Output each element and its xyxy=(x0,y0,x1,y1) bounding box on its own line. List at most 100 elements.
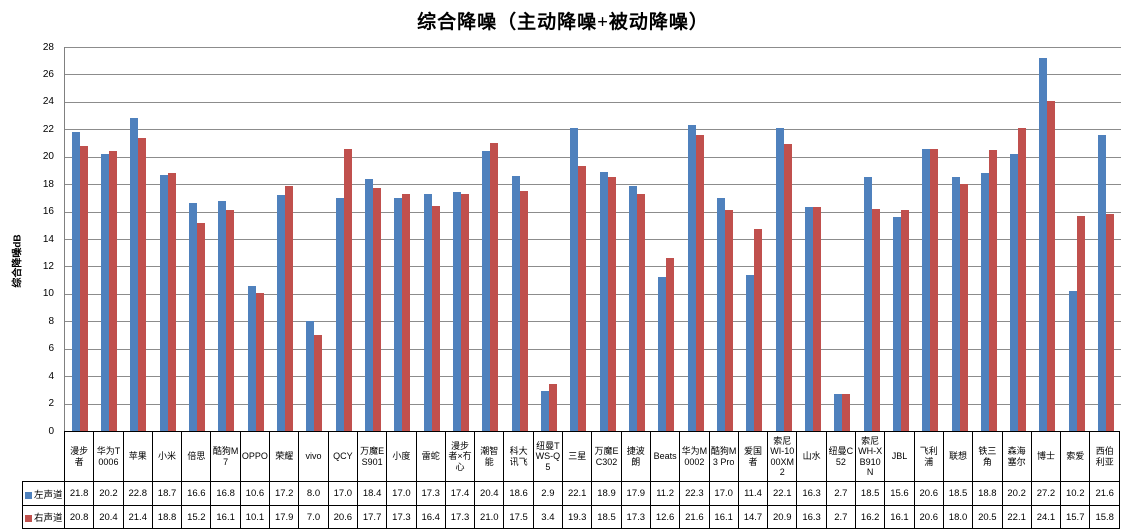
gridline xyxy=(65,184,1121,186)
gridline xyxy=(65,376,1121,378)
bar-right-channel xyxy=(842,393,851,431)
category-header: 飞利浦 xyxy=(913,431,944,482)
bar-left-channel xyxy=(247,285,256,431)
bar-right-channel xyxy=(666,258,675,431)
bar-right-channel xyxy=(812,207,821,431)
bar-left-channel xyxy=(599,171,608,431)
value-cell: 7.0 xyxy=(298,505,329,529)
bar-left-channel xyxy=(658,277,667,431)
value-cell: 18.5 xyxy=(855,481,886,506)
bar-group xyxy=(94,47,123,431)
value-cell: 16.1 xyxy=(708,505,739,529)
value-cell: 10.2 xyxy=(1060,481,1091,506)
category-header: 纽曼TWS-Q5 xyxy=(532,431,564,482)
value-cell: 14.7 xyxy=(737,505,769,529)
bar-left-channel xyxy=(716,197,725,431)
bar-left-channel xyxy=(306,321,315,431)
bar-right-channel xyxy=(1018,127,1027,431)
bar-right-channel xyxy=(490,143,499,431)
y-tick-label: 20 xyxy=(42,151,54,163)
bar-left-channel xyxy=(394,197,403,431)
bar-right-channel xyxy=(1106,214,1115,431)
y-tick-label: 14 xyxy=(42,233,54,245)
value-cell: 15.2 xyxy=(181,505,212,529)
category-header: 漫步者 xyxy=(63,431,95,482)
legend-cell: 左声道 xyxy=(22,481,65,506)
bar-group xyxy=(446,47,475,431)
bar-right-channel xyxy=(578,166,587,431)
category-header: 华为T0006 xyxy=(93,431,124,482)
value-cell: 17.2 xyxy=(269,481,300,506)
bar-left-channel xyxy=(452,192,461,431)
gridline xyxy=(65,156,1121,158)
category-header: QCY xyxy=(327,431,358,482)
category-header: 索尼WI-1000XM2 xyxy=(767,431,798,482)
bar-left-channel xyxy=(423,193,432,431)
bar-group xyxy=(182,47,211,431)
bar-left-channel xyxy=(218,200,227,431)
gridline xyxy=(65,321,1121,323)
value-cell: 22.1 xyxy=(1001,505,1032,529)
data-table: 漫步者 华为T0006 苹果 小米 倍思 酷狗M7 OPPO 荣耀 vivo QCY 万魔ES901… xyxy=(22,431,1120,529)
value-cell: 2.7 xyxy=(825,481,857,506)
bar-group xyxy=(124,47,153,431)
category-header: 酷狗M7 xyxy=(210,431,241,482)
category-header: 三星 xyxy=(562,431,593,482)
value-cell: 17.7 xyxy=(356,505,388,529)
bar-left-channel xyxy=(1010,153,1019,431)
bar-right-channel xyxy=(402,193,411,431)
category-header: 西伯利亚 xyxy=(1089,431,1120,482)
value-cell: 19.3 xyxy=(562,505,593,529)
value-cell: 20.6 xyxy=(327,505,358,529)
y-tick-label: 0 xyxy=(48,425,54,437)
value-cell: 18.6 xyxy=(503,481,534,506)
bar-left-channel xyxy=(804,207,813,431)
bar-group xyxy=(65,47,94,431)
value-cell: 18.8 xyxy=(151,505,183,529)
bar-right-channel xyxy=(460,193,469,431)
value-cell: 15.7 xyxy=(1060,505,1091,529)
legend-label: 左声道 xyxy=(34,489,63,501)
category-header: OPPO xyxy=(239,431,271,482)
legend-label: 右声道 xyxy=(34,513,63,524)
category-header: 联想 xyxy=(942,431,974,482)
value-cell: 20.5 xyxy=(972,505,1003,529)
value-cell: 21.0 xyxy=(474,505,505,529)
bar-group xyxy=(681,47,710,431)
bar-group xyxy=(534,47,563,431)
value-cell: 20.8 xyxy=(63,505,95,529)
bar-left-channel xyxy=(951,177,960,431)
y-tick-label: 10 xyxy=(42,288,54,300)
bar-left-channel xyxy=(1039,57,1048,431)
bar-left-channel xyxy=(511,175,520,431)
bar-left-channel xyxy=(188,203,197,431)
value-cell: 18.5 xyxy=(942,481,974,506)
bar-left-channel xyxy=(364,178,373,431)
bar-left-channel xyxy=(980,173,989,431)
value-cell: 12.6 xyxy=(649,505,681,529)
bar-right-channel xyxy=(226,210,235,431)
gridline xyxy=(65,293,1121,295)
bar-right-channel xyxy=(79,145,88,431)
gridline xyxy=(65,47,1121,48)
category-header: 漫步者×冇心 xyxy=(444,431,476,482)
category-header: 爱国者 xyxy=(737,431,769,482)
category-header: 森海塞尔 xyxy=(1001,431,1032,482)
y-tick-label: 8 xyxy=(48,315,54,327)
gridline xyxy=(65,239,1121,240)
bar-group xyxy=(710,47,739,431)
value-cell: 16.3 xyxy=(796,481,827,506)
bar-right-channel xyxy=(724,210,733,431)
value-cell: 17.0 xyxy=(708,481,739,506)
category-header: 科大讯飞 xyxy=(503,431,534,482)
bar-right-channel xyxy=(314,335,323,431)
bar-left-channel xyxy=(863,177,872,431)
value-cell: 20.6 xyxy=(913,505,944,529)
legend-swatch xyxy=(25,515,32,522)
table-header-row: 漫步者 华为T0006 苹果 小米 倍思 酷狗M7 OPPO 荣耀 vivo QCY 万魔ES901… xyxy=(22,431,1120,482)
value-cell: 16.1 xyxy=(210,505,241,529)
value-cell: 16.8 xyxy=(210,481,241,506)
bar-left-channel xyxy=(276,195,285,431)
category-header: 铁三角 xyxy=(972,431,1003,482)
plot-area xyxy=(64,47,1121,431)
